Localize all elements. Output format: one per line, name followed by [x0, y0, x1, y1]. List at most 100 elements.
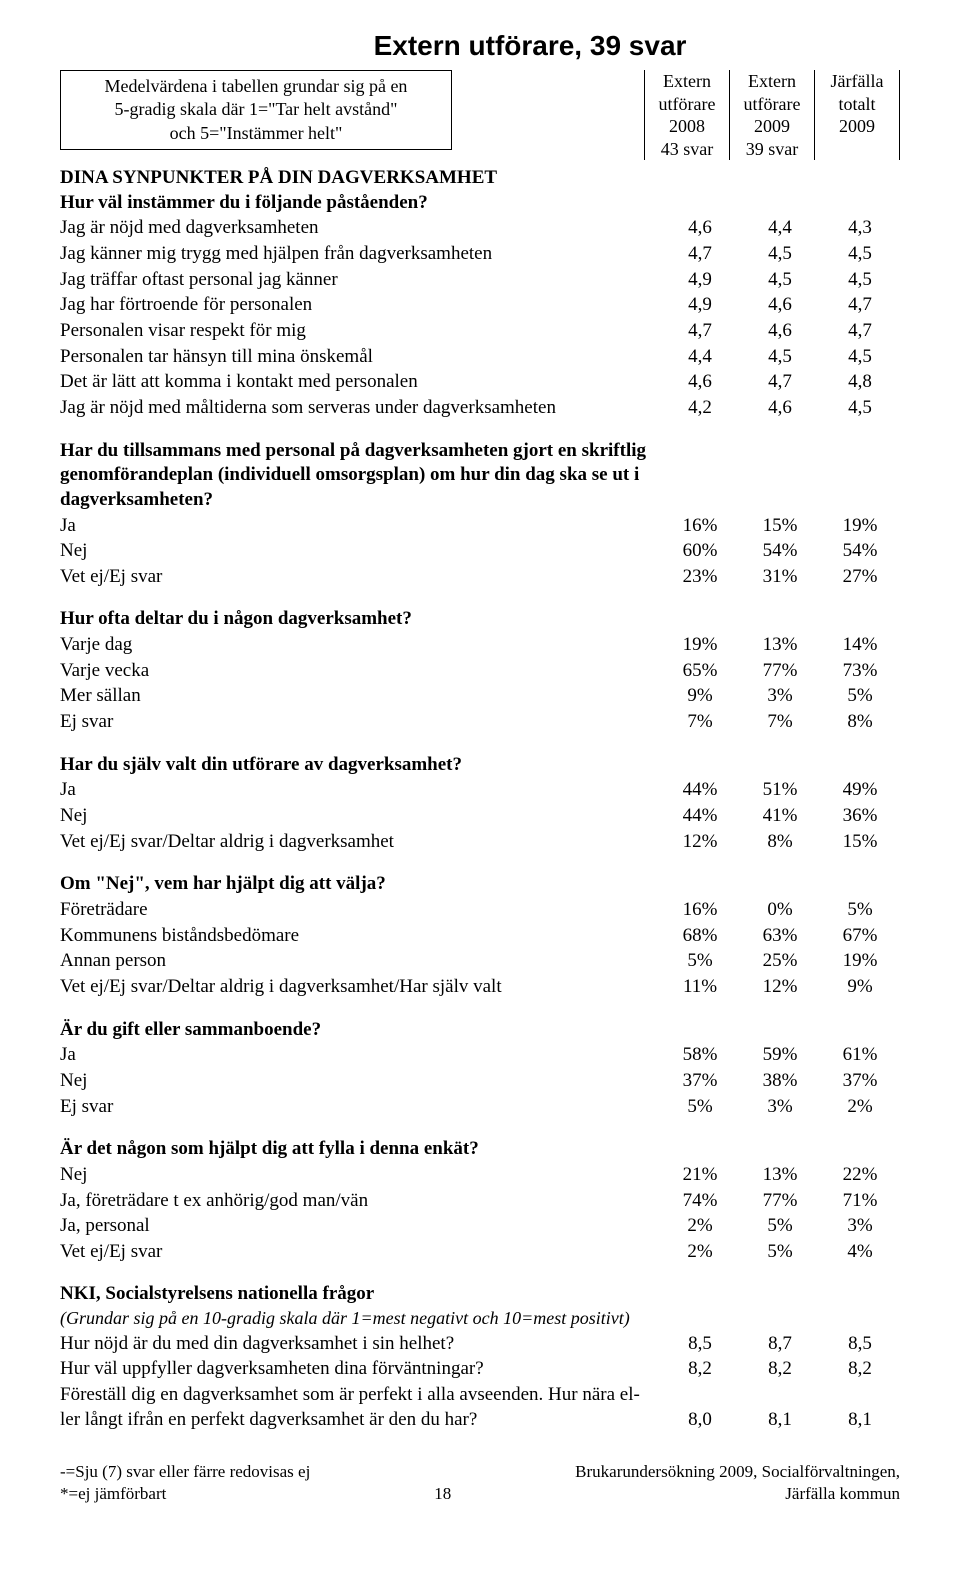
- row-value: 19%: [820, 513, 900, 539]
- data-row: Företrädare16%0%5%: [60, 897, 900, 923]
- row-value: 4,5: [740, 267, 820, 293]
- data-row: Mer sällan9%3%5%: [60, 683, 900, 709]
- row-label: Jag är nöjd med måltiderna som serveras …: [60, 395, 660, 421]
- data-row: Nej21%13%22%: [60, 1162, 900, 1188]
- data-row: Det är lätt att komma i kontakt med pers…: [60, 369, 900, 395]
- info-line: 5-gradig skala där 1="Tar helt avstånd": [71, 98, 441, 121]
- row-value: 8,2: [740, 1356, 820, 1382]
- footer-source: Brukarundersökning 2009, Socialförvaltni…: [575, 1461, 900, 1483]
- row-value: 68%: [660, 923, 740, 949]
- row-value: 4,5: [820, 241, 900, 267]
- footer-note: *=ej jämförbart: [60, 1483, 310, 1505]
- row-label: Kommunens biståndsbedömare: [60, 923, 660, 949]
- data-row: Personalen tar hänsyn till mina önskemål…: [60, 344, 900, 370]
- info-line: och 5="Instämmer helt": [71, 122, 441, 145]
- row-value: 4,7: [820, 318, 900, 344]
- question-lead: dagverksamheten?: [60, 488, 900, 513]
- question-lead: Om "Nej", vem har hjälpt dig att välja?: [60, 872, 900, 897]
- row-value: 4,5: [820, 267, 900, 293]
- row-value: 21%: [660, 1162, 740, 1188]
- row-value: 27%: [820, 564, 900, 590]
- row-value: 4,7: [660, 318, 740, 344]
- row-value: 5%: [740, 1213, 820, 1239]
- row-value: 11%: [660, 974, 740, 1000]
- section-heading: NKI, Socialstyrelsens nationella frågor: [60, 1282, 900, 1307]
- row-value: 9%: [660, 683, 740, 709]
- row-value: 54%: [740, 538, 820, 564]
- row-value: 13%: [740, 632, 820, 658]
- row-value: 4,7: [660, 241, 740, 267]
- question-lead: Hur väl instämmer du i följande påståend…: [60, 191, 900, 216]
- row-value: 4,5: [820, 344, 900, 370]
- row-value: 4,6: [660, 215, 740, 241]
- data-row: Jag är nöjd med dagverksamheten4,64,44,3: [60, 215, 900, 241]
- row-value: 4,7: [740, 369, 820, 395]
- row-value: 8,2: [820, 1356, 900, 1382]
- section-heading: DINA SYNPUNKTER PÅ DIN DAGVERKSAMHET: [60, 166, 900, 191]
- info-box: Medelvärdena i tabellen grundar sig på e…: [60, 70, 452, 150]
- row-value: 9%: [820, 974, 900, 1000]
- footer-source: Järfälla kommun: [575, 1483, 900, 1505]
- row-value: 4,3: [820, 215, 900, 241]
- row-value: 37%: [820, 1068, 900, 1094]
- row-label: Vet ej/Ej svar: [60, 564, 660, 590]
- col-header-line: Extern: [732, 70, 812, 93]
- data-row: Varje dag19%13%14%: [60, 632, 900, 658]
- row-value: 4,5: [740, 344, 820, 370]
- row-value: 15%: [820, 829, 900, 855]
- data-row: Jag träffar oftast personal jag känner4,…: [60, 267, 900, 293]
- data-row: Nej44%41%36%: [60, 803, 900, 829]
- row-value: 12%: [740, 974, 820, 1000]
- question-lead: Är det någon som hjälpt dig att fylla i …: [60, 1137, 900, 1162]
- row-label: Nej: [60, 803, 660, 829]
- data-row: Vet ej/Ej svar2%5%4%: [60, 1239, 900, 1265]
- data-row: Ej svar5%3%2%: [60, 1094, 900, 1120]
- page-title: Extern utförare, 39 svar: [160, 30, 900, 62]
- col-header-line: 43 svar: [647, 138, 727, 161]
- question-lead: Är du gift eller sammanboende?: [60, 1018, 900, 1043]
- row-value: 3%: [740, 1094, 820, 1120]
- row-value: 19%: [660, 632, 740, 658]
- row-value: 19%: [820, 948, 900, 974]
- page-footer: -=Sju (7) svar eller färre redovisas ej …: [60, 1461, 900, 1505]
- row-value: 59%: [740, 1042, 820, 1068]
- row-label: Hur väl uppfyller dagverksamheten dina f…: [60, 1356, 660, 1382]
- data-row: Ja, personal2%5%3%: [60, 1213, 900, 1239]
- row-label: Personalen visar respekt för mig: [60, 318, 660, 344]
- row-value: 8,5: [660, 1331, 740, 1357]
- row-value: 4,6: [660, 369, 740, 395]
- row-value: 5%: [660, 1094, 740, 1120]
- row-value: 8,1: [740, 1407, 820, 1433]
- row-value: 61%: [820, 1042, 900, 1068]
- section-note: (Grundar sig på en 10-gradig skala där 1…: [60, 1307, 900, 1330]
- row-label: Ja, personal: [60, 1213, 660, 1239]
- row-value: 51%: [740, 777, 820, 803]
- row-value: 71%: [820, 1188, 900, 1214]
- row-value: 54%: [820, 538, 900, 564]
- row-value: 5%: [820, 897, 900, 923]
- row-label: Ja: [60, 777, 660, 803]
- data-row: Hur väl uppfyller dagverksamheten dina f…: [60, 1356, 900, 1382]
- row-value: 63%: [740, 923, 820, 949]
- data-row: Vet ej/Ej svar23%31%27%: [60, 564, 900, 590]
- col-header-line: totalt: [817, 93, 897, 116]
- col-header-line: utförare: [647, 93, 727, 116]
- row-value: 4,8: [820, 369, 900, 395]
- page-number: 18: [434, 1483, 451, 1505]
- row-value: 4,4: [740, 215, 820, 241]
- row-label: Nej: [60, 1068, 660, 1094]
- data-row: Ja16%15%19%: [60, 513, 900, 539]
- row-value: 65%: [660, 658, 740, 684]
- row-value: 2%: [820, 1094, 900, 1120]
- row-value: 4,4: [660, 344, 740, 370]
- row-value: 74%: [660, 1188, 740, 1214]
- row-value: 4%: [820, 1239, 900, 1265]
- row-value: 25%: [740, 948, 820, 974]
- row-label: Nej: [60, 1162, 660, 1188]
- data-row: Ja44%51%49%: [60, 777, 900, 803]
- row-label: Jag känner mig trygg med hjälpen från da…: [60, 241, 660, 267]
- col-header-line: 2009: [732, 115, 812, 138]
- data-row: Vet ej/Ej svar/Deltar aldrig i dagverksa…: [60, 974, 900, 1000]
- data-row: Kommunens biståndsbedömare68%63%67%: [60, 923, 900, 949]
- data-row: Hur nöjd är du med din dagverksamhet i s…: [60, 1331, 900, 1357]
